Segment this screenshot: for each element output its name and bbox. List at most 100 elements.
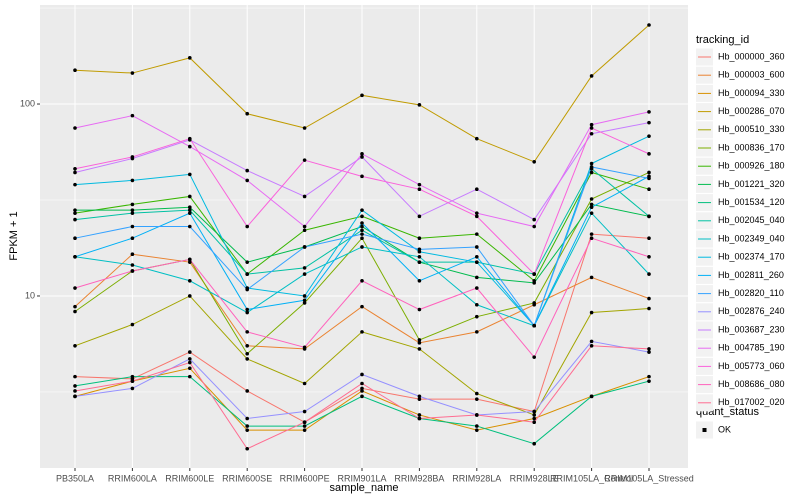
data-point	[245, 260, 249, 264]
data-point	[302, 424, 307, 428]
data-point	[417, 214, 422, 219]
data-point	[73, 254, 77, 259]
data-point	[302, 224, 307, 229]
data-point	[188, 260, 192, 264]
data-point	[647, 254, 651, 259]
data-point	[73, 286, 77, 290]
data-point	[73, 304, 77, 309]
legend-label: Hb_005773_060	[718, 361, 785, 371]
legend-label: Hb_000003_600	[718, 70, 785, 80]
x-tick-label: RRIM105LA_Stressed	[604, 473, 694, 483]
data-point	[589, 161, 594, 166]
data-point	[360, 386, 364, 391]
data-point	[188, 211, 192, 215]
data-point	[647, 350, 651, 354]
data-point	[417, 416, 422, 421]
data-point	[475, 211, 479, 215]
data-point	[360, 208, 364, 212]
legend-label: Hb_000286_070	[718, 106, 785, 116]
data-point	[360, 245, 364, 249]
data-point	[647, 187, 651, 191]
x-tick-label: RRIM600LE	[165, 473, 214, 483]
data-point	[417, 394, 422, 399]
data-point	[188, 224, 192, 229]
legend-label: OK	[718, 424, 731, 434]
data-point	[302, 301, 307, 305]
data-point	[589, 232, 594, 236]
data-point	[647, 120, 651, 125]
data-point	[589, 211, 594, 215]
data-point	[73, 170, 77, 175]
data-point	[589, 197, 594, 201]
data-point	[245, 168, 249, 173]
data-point	[589, 310, 594, 315]
data-point	[475, 330, 479, 334]
data-point	[532, 323, 536, 328]
x-axis-title: sample_name	[329, 482, 398, 494]
data-point	[302, 428, 307, 432]
data-point	[589, 131, 594, 136]
legend-label: Hb_017002_020	[718, 397, 785, 407]
data-point	[532, 409, 536, 414]
data-point	[73, 389, 77, 393]
data-point	[73, 217, 77, 222]
data-point	[188, 194, 192, 199]
data-point	[245, 344, 249, 348]
x-tick-label: RRIM600SE	[222, 473, 272, 483]
data-point	[188, 56, 192, 60]
data-point	[647, 110, 651, 114]
data-point	[475, 136, 479, 141]
data-point	[245, 446, 249, 451]
data-point	[188, 136, 192, 141]
x-tick-label: RRIM928BA	[394, 473, 444, 483]
data-point	[417, 397, 422, 401]
data-point	[360, 278, 364, 283]
data-point	[73, 236, 77, 240]
data-point	[647, 236, 651, 240]
data-point	[188, 278, 192, 283]
data-point	[475, 397, 479, 401]
data-point	[188, 350, 192, 354]
data-point	[188, 374, 192, 379]
legend-label: Hb_008686_080	[718, 379, 785, 389]
data-point	[360, 232, 364, 236]
data-point	[302, 420, 307, 424]
legend-label: Hb_002374_170	[718, 252, 785, 262]
data-point	[130, 155, 135, 159]
legend-label: Hb_002820_110	[718, 288, 784, 298]
data-point	[589, 202, 594, 207]
data-point	[417, 278, 422, 283]
data-point	[475, 302, 479, 307]
data-point	[130, 224, 135, 229]
data-point	[360, 214, 364, 219]
data-point	[188, 357, 192, 361]
data-point	[647, 176, 651, 181]
legend-shape	[702, 428, 707, 432]
data-point	[130, 202, 135, 207]
data-point	[417, 103, 422, 107]
data-point	[360, 236, 364, 240]
data-point	[360, 152, 364, 156]
data-point	[532, 272, 536, 276]
data-point	[589, 394, 594, 399]
y-tick-label: 100	[20, 98, 35, 108]
legend-label: Hb_002349_040	[718, 233, 785, 243]
data-point	[302, 381, 307, 386]
data-point	[417, 247, 422, 252]
data-point	[589, 126, 594, 130]
x-tick-label: RRIM901LA	[337, 473, 386, 483]
data-point	[417, 347, 422, 351]
data-point	[130, 211, 135, 215]
data-point	[589, 165, 594, 169]
x-tick-label: PB350LA	[56, 473, 94, 483]
data-point	[302, 345, 307, 350]
data-point	[188, 257, 192, 262]
data-point	[245, 416, 249, 421]
data-point	[73, 344, 77, 348]
data-point	[245, 424, 249, 428]
data-point	[73, 374, 77, 379]
data-point	[360, 228, 364, 233]
data-point	[532, 224, 536, 229]
data-point	[245, 389, 249, 393]
